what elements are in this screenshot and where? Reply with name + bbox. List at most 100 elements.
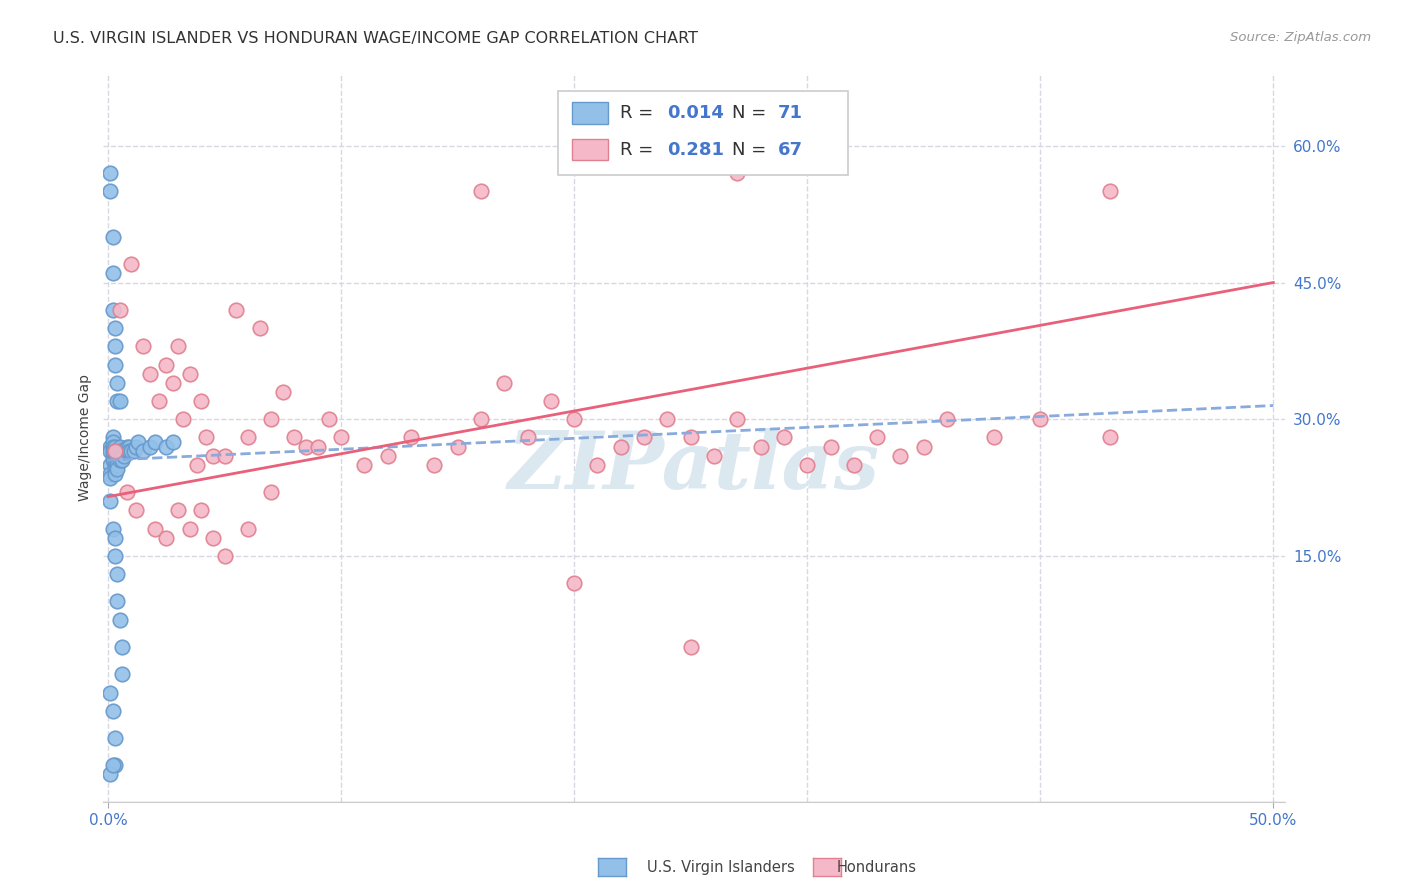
Point xyxy=(100,685,122,699)
Point xyxy=(516,430,538,444)
Point xyxy=(155,358,177,372)
Point xyxy=(562,576,585,591)
Text: Source: ZipAtlas.com: Source: ZipAtlas.com xyxy=(1230,31,1371,45)
Point xyxy=(125,503,148,517)
Point xyxy=(283,430,305,444)
Point xyxy=(104,339,127,353)
Point xyxy=(330,430,353,444)
Point xyxy=(260,412,283,426)
Point xyxy=(162,434,184,449)
Point xyxy=(104,458,127,472)
Point xyxy=(307,440,329,454)
Point xyxy=(105,394,128,409)
Point xyxy=(127,434,149,449)
Point xyxy=(132,339,155,353)
Point xyxy=(115,444,138,458)
Point xyxy=(773,430,796,444)
Point xyxy=(108,394,131,409)
Point xyxy=(104,731,127,745)
Point xyxy=(101,522,124,536)
Point xyxy=(190,394,212,409)
Point xyxy=(108,613,131,627)
Point xyxy=(586,458,609,472)
Point xyxy=(679,640,702,654)
Point xyxy=(318,412,340,426)
Point xyxy=(101,449,124,463)
Point xyxy=(101,267,124,281)
Point xyxy=(179,367,201,381)
Point xyxy=(249,321,271,335)
Point xyxy=(260,485,283,500)
Point xyxy=(236,522,259,536)
Point xyxy=(104,440,127,454)
Point xyxy=(111,667,134,681)
Point xyxy=(115,440,138,454)
Point xyxy=(912,440,935,454)
Point xyxy=(889,449,911,463)
Point xyxy=(101,453,124,467)
Point xyxy=(115,485,138,500)
Point xyxy=(139,440,162,454)
Text: 0.281: 0.281 xyxy=(666,141,724,159)
Point xyxy=(562,412,585,426)
Point xyxy=(120,257,142,271)
Point xyxy=(108,302,131,317)
Point xyxy=(190,503,212,517)
Point xyxy=(108,449,131,463)
Text: 0.014: 0.014 xyxy=(666,104,724,122)
Point xyxy=(155,531,177,545)
Point xyxy=(100,494,122,508)
Point xyxy=(201,449,224,463)
Point xyxy=(201,531,224,545)
Point xyxy=(143,434,166,449)
Point xyxy=(100,458,122,472)
Point xyxy=(105,458,128,472)
Point xyxy=(353,458,375,472)
Text: U.S. Virgin Islanders: U.S. Virgin Islanders xyxy=(647,860,794,874)
Point xyxy=(167,503,190,517)
Point xyxy=(104,358,127,372)
Point xyxy=(148,394,170,409)
Point xyxy=(101,704,124,718)
Point xyxy=(172,412,194,426)
Point xyxy=(104,449,127,463)
Text: N =: N = xyxy=(733,141,772,159)
Point xyxy=(494,376,516,390)
Point xyxy=(679,430,702,444)
Point xyxy=(105,567,128,582)
Point xyxy=(105,444,128,458)
Point xyxy=(236,430,259,444)
Bar xyxy=(572,102,607,124)
Point xyxy=(271,384,294,399)
Point xyxy=(1029,412,1052,426)
Point xyxy=(100,767,122,781)
Text: 67: 67 xyxy=(778,141,803,159)
Point xyxy=(104,444,127,458)
Point xyxy=(125,440,148,454)
Point xyxy=(101,434,124,449)
Point xyxy=(1099,185,1122,199)
Point xyxy=(633,430,655,444)
Text: ZIPatlas: ZIPatlas xyxy=(508,428,880,505)
Point xyxy=(155,440,177,454)
Text: 71: 71 xyxy=(778,104,803,122)
Point xyxy=(399,430,422,444)
Point xyxy=(104,531,127,545)
Point xyxy=(179,522,201,536)
Y-axis label: Wage/Income Gap: Wage/Income Gap xyxy=(79,374,93,501)
Point xyxy=(108,453,131,467)
Point xyxy=(470,412,492,426)
Point xyxy=(100,166,122,180)
Point xyxy=(118,444,141,458)
Point xyxy=(104,549,127,563)
Point xyxy=(214,449,236,463)
Bar xyxy=(558,91,848,175)
Point xyxy=(112,444,135,458)
Point xyxy=(162,376,184,390)
Point xyxy=(983,430,1005,444)
Point xyxy=(143,522,166,536)
Text: Hondurans: Hondurans xyxy=(837,860,917,874)
Point xyxy=(100,471,122,485)
Point xyxy=(101,444,124,458)
Point xyxy=(100,440,122,454)
